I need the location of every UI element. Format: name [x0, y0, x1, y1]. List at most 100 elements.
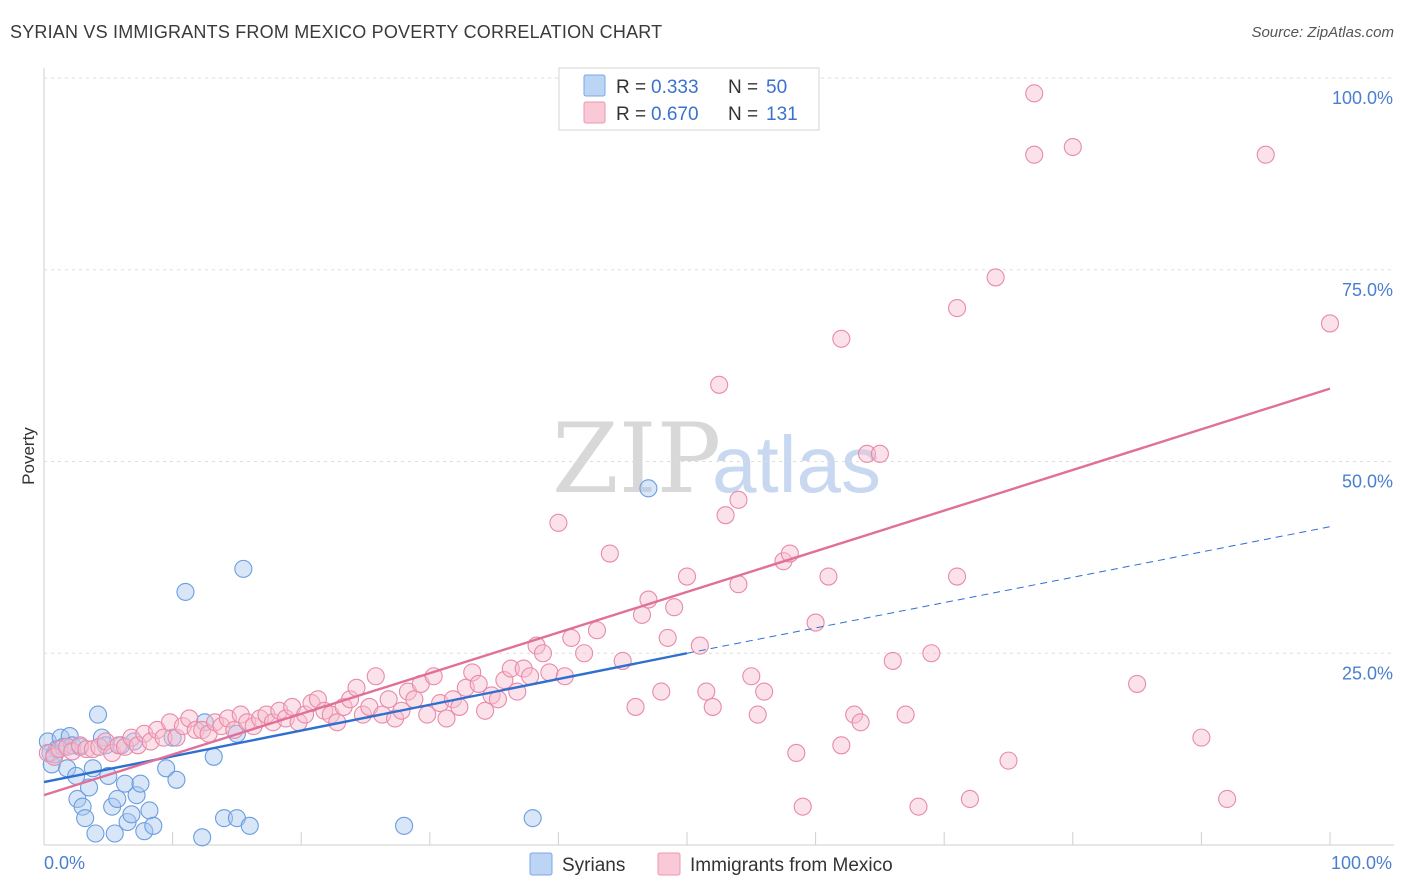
syrians-point-30	[127, 786, 146, 805]
mexico-point-93	[690, 636, 709, 655]
mexico-point-94	[697, 682, 716, 701]
trendline-2	[43, 387, 1331, 797]
y-axis-label: Poverty	[19, 427, 38, 485]
mexico-point-53	[379, 690, 398, 709]
mexico-point-62	[437, 709, 456, 728]
mexico-point-126	[1063, 137, 1082, 157]
syrians-point-41	[204, 747, 223, 766]
syrians-point-46	[240, 816, 259, 835]
mexico-point-119	[948, 299, 967, 318]
syrians-point-24	[108, 789, 127, 809]
series-legend-swatch-mexico	[657, 852, 681, 876]
mexico-point-77	[533, 644, 553, 663]
series-syrians	[38, 479, 658, 847]
mexico-point-117	[909, 797, 928, 816]
series-legend-label-syrians: Syrians	[562, 855, 625, 876]
mexico-point-96	[710, 375, 729, 394]
syrians-point-28	[122, 805, 141, 824]
mexico-point-99	[729, 490, 748, 509]
legend-n-label-1: N =	[728, 77, 758, 98]
syrians-point-32	[135, 822, 154, 841]
y-tick-label-3: 100.0%	[1332, 88, 1393, 108]
legend-r-label-1: R =	[616, 77, 646, 98]
mexico-point-116	[896, 705, 915, 724]
legend-swatch-mexico	[583, 101, 606, 124]
mexico-point-91	[665, 598, 684, 617]
mexico-point-22	[180, 709, 199, 728]
mexico-point-78	[540, 663, 559, 682]
series-immigrants-from-mexico	[38, 84, 1340, 816]
correlation-legend: R = 0.333 N = 50 R = 0.670 N = 131	[558, 67, 820, 131]
syrians-point-37	[167, 770, 186, 789]
source-credit: Source: ZipAtlas.com	[1251, 24, 1394, 41]
syrians-point-45	[234, 559, 253, 578]
mexico-point-84	[600, 544, 619, 563]
mexico-point-125	[1025, 145, 1044, 164]
mexico-point-75	[521, 667, 540, 686]
mexico-point-54	[386, 709, 405, 728]
mexico-point-95	[703, 697, 722, 716]
legend-r-value-1: 0.333	[651, 77, 699, 98]
mexico-point-128	[1192, 728, 1211, 747]
syrians-point-35	[157, 759, 176, 778]
syrians-point-13	[73, 797, 92, 816]
mexico-point-129	[1218, 789, 1237, 809]
syrians-point-33	[140, 801, 159, 820]
mexico-point-112	[851, 713, 870, 732]
syrians-point-31	[131, 774, 150, 793]
mexico-point-57	[405, 690, 424, 709]
legend-n-label-2: N =	[728, 104, 758, 125]
syrians-point-38	[176, 582, 195, 601]
chart-title: SYRIAN VS IMMIGRANTS FROM MEXICO POVERTY…	[10, 22, 663, 42]
mexico-point-122	[986, 268, 1005, 287]
mexico-point-131	[1320, 314, 1340, 333]
mexico-point-106	[793, 797, 812, 816]
mexico-point-68	[476, 701, 495, 720]
series-legend-swatch-syrians	[529, 852, 553, 876]
syrians-point-18	[88, 705, 108, 724]
syrians-point-23	[105, 824, 124, 843]
trendline-1	[686, 526, 1331, 654]
syrians-point-47	[395, 816, 414, 835]
mexico-point-107	[806, 613, 825, 632]
y-tick-labels: 25.0% 50.0% 75.0% 100.0%	[1332, 88, 1393, 683]
mexico-point-90	[658, 628, 677, 647]
mexico-point-123	[999, 751, 1018, 770]
mexico-point-127	[1128, 674, 1147, 693]
syrians-point-48	[523, 809, 542, 828]
mexico-point-81	[562, 628, 581, 647]
mexico-point-82	[575, 644, 594, 663]
mexico-point-130	[1256, 145, 1275, 164]
mexico-point-86	[626, 697, 645, 716]
watermark-zip: ZIP	[552, 403, 721, 515]
mexico-point-105	[787, 743, 806, 763]
mexico-point-83	[587, 621, 607, 640]
mexico-point-100	[742, 667, 761, 686]
watermark-atlas: atlas	[712, 420, 881, 509]
axes	[43, 68, 1394, 846]
mexico-point-89	[652, 682, 671, 701]
syrians-point-17	[86, 824, 105, 843]
mexico-point-30	[231, 705, 250, 724]
mexico-point-92	[677, 567, 697, 586]
series-legend-label-mexico: Immigrants from Mexico	[690, 855, 893, 876]
x-tick-marks	[43, 832, 1331, 845]
mexico-point-102	[755, 682, 774, 701]
mexico-point-97	[716, 506, 735, 525]
mexico-point-108	[819, 567, 838, 586]
legend-swatch-syrians	[583, 74, 606, 97]
x-tick-label-max: 100.0%	[1331, 853, 1392, 873]
syrians-point-49	[639, 479, 658, 498]
mexico-point-20	[167, 728, 186, 747]
legend-r-label-2: R =	[616, 104, 646, 125]
mexico-point-51	[366, 667, 385, 686]
mexico-point-18	[154, 728, 173, 747]
mexico-point-72	[501, 659, 520, 678]
syrians-point-42	[214, 809, 234, 828]
mexico-point-71	[495, 671, 514, 690]
mexico-point-111	[845, 705, 864, 724]
mexico-point-115	[883, 651, 902, 670]
y-tick-label-1: 50.0%	[1342, 472, 1393, 492]
mexico-point-110	[832, 329, 851, 348]
